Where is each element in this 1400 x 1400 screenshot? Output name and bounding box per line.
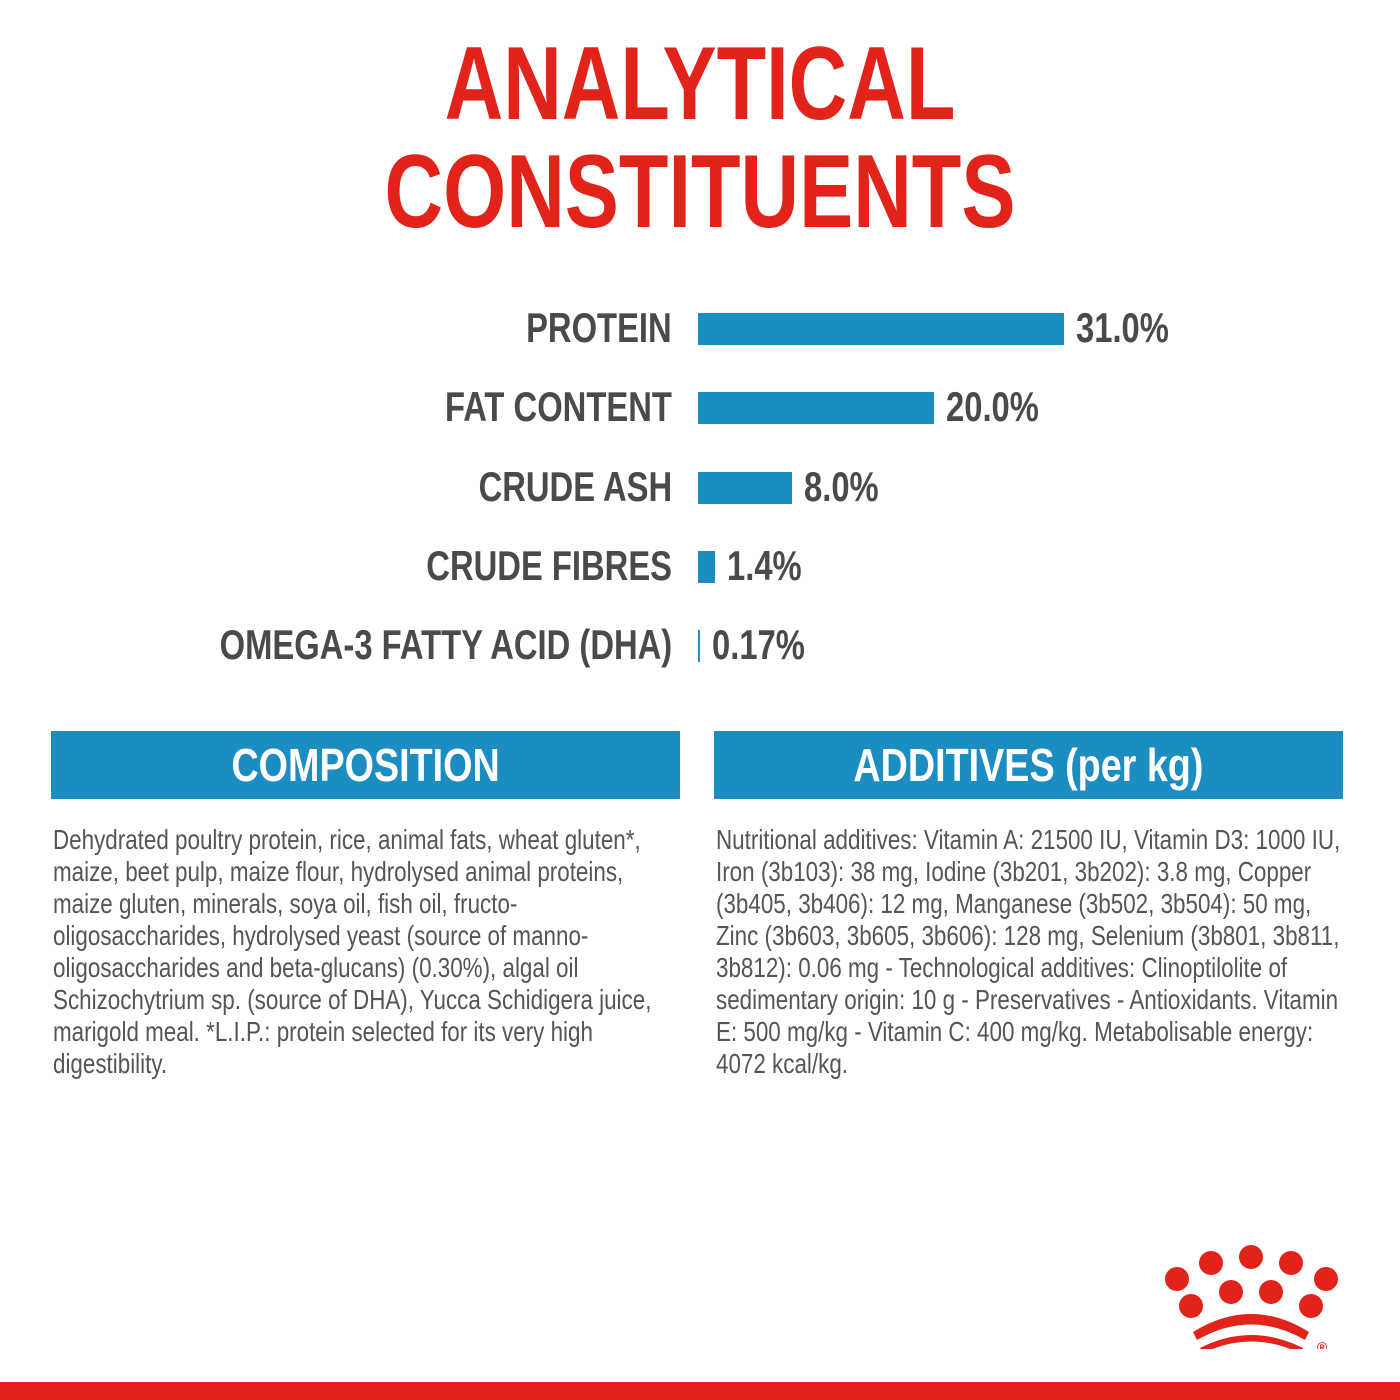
composition-header: COMPOSITION (51, 731, 680, 799)
bar-label: PROTEIN (526, 304, 672, 351)
bar (698, 550, 715, 583)
constituents-bar-chart: PROTEIN 31.0% FAT CONTENT 20.0% CRUDE ASH 8.0… (0, 280, 1400, 680)
bar-label: CRUDE FIBRES (426, 541, 672, 589)
additives-heading: ADDITIVES (per kg) (853, 739, 1204, 791)
composition-text: Dehydrated poultry protein, rice, animal… (53, 824, 652, 1079)
bar-value-label: 8.0% (804, 462, 880, 510)
bar-value-label: 0.17% (712, 621, 805, 669)
bar (698, 313, 1064, 345)
additives-header: ADDITIVES (per kg) (714, 731, 1343, 799)
crown-logo-icon: ® (1165, 1245, 1338, 1349)
bar-value-label: 31.0% (1076, 304, 1169, 351)
bottom-red-strip (0, 1382, 1400, 1400)
title-line-1: ANALYTICAL (444, 26, 956, 142)
additives-text: Nutritional additives: Vitamin A: 21500 … (716, 824, 1341, 1079)
bar-label: OMEGA-3 FATTY ACID (DHA) (219, 621, 672, 669)
bar-value-label: 1.4% (726, 541, 802, 589)
bar (698, 392, 935, 425)
bar (698, 471, 793, 504)
bar (698, 630, 700, 663)
composition-heading: COMPOSITION (231, 739, 500, 791)
title-line-2: CONSTITUENTS (384, 134, 1016, 250)
bar-label: FAT CONTENT (445, 383, 672, 431)
bar-label: CRUDE ASH (478, 462, 672, 510)
registered-mark: ® (1317, 1339, 1328, 1349)
bar-value-label: 20.0% (946, 383, 1040, 431)
page-title: ANALYTICAL CONSTITUENTS (0, 30, 1400, 246)
